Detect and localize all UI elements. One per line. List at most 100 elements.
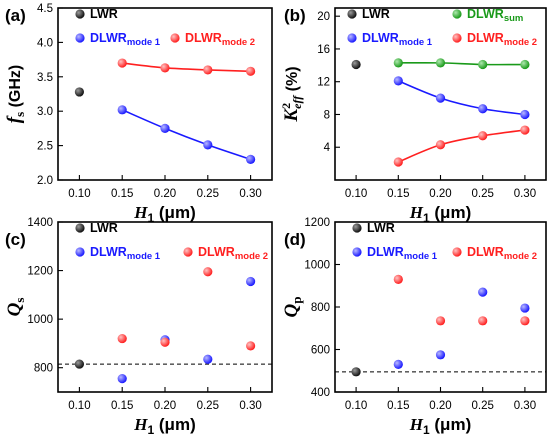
- y-axis-label-subscript: s: [12, 112, 27, 117]
- x-tick-label: 0.20: [154, 400, 176, 412]
- data-point: [351, 59, 361, 70]
- data-point: [117, 374, 127, 384]
- legend-label: DLWRsum: [467, 7, 523, 24]
- y-axis-label-main: Q: [281, 303, 302, 317]
- x-tick-label: 0.30: [239, 400, 261, 412]
- legend-label: DLWRmode 2: [467, 31, 537, 48]
- data-point: [393, 76, 403, 86]
- x-tick-label: 0.15: [111, 400, 133, 412]
- legend-marker: [183, 247, 193, 257]
- data-point: [74, 87, 84, 97]
- y-axis-label-main: Q: [4, 302, 25, 316]
- data-point: [435, 93, 446, 103]
- data-point: [478, 316, 488, 326]
- x-tick-label: 0.20: [429, 400, 451, 412]
- y-axis-label-unit: (%): [284, 66, 301, 95]
- x-axis-label-main: H: [133, 203, 148, 222]
- x-axis-label-unit: (μm): [430, 415, 472, 434]
- legend-name: DLWR: [185, 31, 222, 45]
- x-tick-label: 0.30: [514, 400, 536, 412]
- fit-curve: [397, 80, 526, 116]
- data-point: [246, 341, 256, 351]
- x-tick-label: 0.10: [345, 188, 367, 200]
- x-axis-label-subscript: 1: [147, 423, 154, 435]
- legend-subscript: mode 2: [504, 37, 537, 48]
- fit-curve: [398, 61, 525, 66]
- data-point: [520, 316, 530, 326]
- y-axis-label-subscript: eff: [290, 95, 304, 109]
- fit-curve: [121, 109, 251, 161]
- y-tick-label: 3.5: [37, 72, 53, 84]
- panel-d: 0.10 0.15 0.20 0.25 0.30 400 600 800 1000 1200 LWR…: [281, 217, 547, 435]
- legend-marker: [75, 247, 85, 257]
- legend-marker: [75, 9, 85, 19]
- data-point: [435, 316, 446, 326]
- y-tick-label: 2.0: [37, 175, 53, 187]
- y-tick-label: 800: [311, 302, 330, 314]
- legend-subscript: mode 1: [127, 37, 161, 48]
- legend-label: LWR: [367, 221, 395, 235]
- y-tick-label: 2.5: [37, 141, 53, 153]
- legend-label: DLWRmode 2: [198, 245, 268, 262]
- legend-label: LWR: [90, 221, 118, 235]
- legend-subscript: mode 1: [127, 251, 161, 262]
- x-tick-label: 0.20: [429, 188, 451, 200]
- x-axis-label-main: H: [409, 415, 424, 434]
- x-axis-label-subscript: 1: [423, 211, 430, 225]
- x-axis-label-subscript: 1: [147, 211, 154, 225]
- x-tick-label: 0.15: [111, 188, 133, 200]
- x-axis-label: H1 (μm): [133, 415, 195, 435]
- y-tick-label: 4.0: [37, 37, 53, 49]
- data-point: [393, 157, 403, 167]
- y-axis-label-main: K: [281, 108, 302, 123]
- y-tick-label: 800: [34, 363, 53, 375]
- y-axis-label-unit: (GHz): [7, 65, 24, 112]
- data-point: [117, 333, 127, 344]
- y-tick-label: 3.0: [37, 106, 53, 118]
- data-point: [351, 367, 361, 377]
- legend-marker: [452, 247, 462, 257]
- x-axis-label: H1 (μm): [409, 203, 471, 225]
- y-tick-label: 12: [317, 77, 330, 89]
- legend-label: DLWRmode 2: [467, 245, 537, 262]
- data-point: [520, 109, 530, 120]
- x-axis-label-unit: (μm): [154, 203, 196, 222]
- y-tick-label: 1000: [27, 314, 53, 326]
- fit-curve: [122, 62, 251, 73]
- y-axis-label-superscript: 2: [279, 103, 293, 109]
- legend-label: DLWRmode 1: [90, 31, 161, 48]
- data-point: [435, 58, 446, 68]
- legend-label: LWR: [90, 7, 118, 21]
- data-point: [160, 63, 170, 73]
- legend-label: DLWRmode 1: [367, 245, 438, 262]
- data-point: [203, 65, 213, 75]
- y-tick-label: 1200: [27, 266, 53, 278]
- x-tick-label: 0.10: [68, 400, 90, 412]
- x-tick-label: 0.25: [197, 400, 219, 412]
- y-tick-label: 1400: [27, 217, 53, 229]
- y-tick-label: 1000: [304, 260, 330, 272]
- y-tick-label: 600: [311, 345, 330, 357]
- x-axis-label: H1 (μm): [133, 203, 195, 225]
- legend-name: DLWR: [90, 245, 127, 259]
- x-tick-label: 0.10: [345, 400, 367, 412]
- panel-c: 0.10 0.15 0.20 0.25 0.30 800 1000 1200 1400 LWR DL…: [4, 217, 273, 435]
- legend-name: LWR: [367, 221, 395, 235]
- y-tick-label: 4.5: [37, 3, 53, 15]
- legend-subscript: mode 1: [404, 251, 438, 262]
- legend-marker: [347, 33, 357, 43]
- legend-marker: [75, 33, 85, 43]
- x-tick-label: 0.10: [68, 188, 90, 200]
- x-axis-label-unit: (μm): [430, 203, 472, 222]
- y-tick-label: 16: [317, 44, 330, 56]
- data-point: [203, 140, 213, 150]
- legend-name: LWR: [362, 7, 390, 21]
- y-axis-label: fs (GHz): [4, 65, 27, 124]
- data-point: [160, 337, 170, 347]
- data-point: [393, 359, 403, 369]
- legend-label: LWR: [362, 7, 390, 21]
- legend-name: DLWR: [467, 31, 504, 45]
- legend-marker: [75, 223, 85, 233]
- x-tick-label: 0.25: [197, 188, 219, 200]
